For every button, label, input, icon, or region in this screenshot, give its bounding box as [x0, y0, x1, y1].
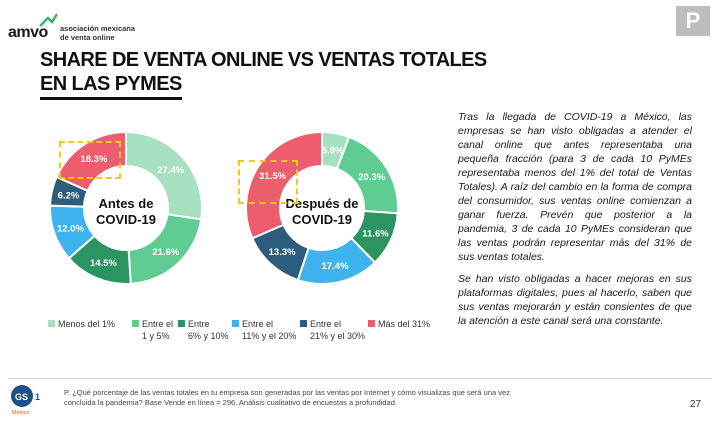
footer-divider — [8, 378, 712, 379]
legend-item-4: Entre el 21% y el 30% — [300, 318, 365, 342]
donut-after-svg: 5.8% 20.3% 11.6% 17.4% 13.3% 31.5% — [245, 130, 399, 285]
donut-before-label-0: 27.4% — [157, 165, 184, 176]
legend-label-0: Menos del 1% — [58, 319, 116, 329]
donut-before-center-line1: Antes de — [98, 196, 154, 211]
donut-before-center-line2: COVID-19 — [96, 212, 156, 227]
legend-item-5: Más del 31% — [368, 318, 430, 330]
legend-label-5: Más del 31% — [378, 319, 431, 329]
gs1-digit: 1 — [35, 392, 40, 402]
body-paragraph-2: Se han visto obligadas a hacer mejoras e… — [458, 273, 692, 327]
body-text: Tras la llegada de COVID-19 a México, la… — [458, 110, 692, 336]
logo-line-1: asociación mexicana — [60, 24, 136, 33]
legend-item-3: Entre el 11% y el 20% — [232, 318, 296, 342]
amvo-logo: amvo asociación mexicana de venta online — [8, 10, 158, 46]
logo-line-2: de venta online — [60, 33, 115, 42]
page-badge: P — [676, 6, 710, 36]
footnote-line-2: concluida la pandemia? Base Vende en lín… — [64, 398, 397, 407]
donut-after-center-label: Después de COVID-19 — [272, 196, 372, 228]
legend-label-4: Entre el — [310, 319, 342, 329]
title-line-2: EN LAS PYMES — [40, 72, 182, 100]
legend-item-1: Entre el 1 y 5% — [132, 318, 173, 342]
donut-after-label-2: 11.6% — [362, 228, 389, 239]
donut-before-slice-5 — [55, 130, 127, 193]
legend-label-2-line2: 6% y 10% — [188, 331, 229, 341]
legend-swatch-3 — [232, 320, 239, 327]
highlight-box-after — [238, 160, 298, 204]
donut-after-label-4: 13.3% — [269, 247, 296, 258]
gs1-circle-icon: GS 1 México — [11, 385, 40, 416]
legend-label-3: Entre el — [242, 319, 274, 329]
legend-label-1: Entre el — [142, 319, 174, 329]
donut-after-label-0: 5.8% — [322, 145, 344, 156]
donut-before-svg: 27.4% 21.6% 14.5% 12.0% 6.2% 18.3% — [49, 130, 203, 285]
donut-before-label-1: 21.6% — [152, 247, 179, 258]
legend-swatch-4 — [300, 320, 307, 327]
donut-chart-after: 5.8% 20.3% 11.6% 17.4% 13.3% 31.5% Después de… — [244, 130, 400, 286]
logo-mark-icon — [39, 13, 58, 27]
highlight-box-before — [59, 141, 121, 179]
donut-before-label-5: 18.3% — [80, 154, 107, 165]
footnote-line-1: P. ¿Qué porcentaje de las ventas totales… — [64, 388, 510, 397]
donut-after-slice-5 — [245, 130, 323, 240]
donut-before-label-3: 12.0% — [57, 223, 84, 234]
body-paragraph-1: Tras la llegada de COVID-19 a México, la… — [458, 111, 692, 263]
legend-swatch-5 — [368, 320, 375, 327]
donut-chart-before: 27.4% 21.6% 14.5% 12.0% 6.2% 18.3% Antes de C… — [48, 130, 204, 286]
legend-label-2: Entre — [188, 319, 210, 329]
legend-swatch-1 — [132, 320, 139, 327]
logo-word: amvo — [8, 24, 48, 41]
page-number: 27 — [690, 399, 702, 410]
footnote: P. ¿Qué porcentaje de las ventas totales… — [64, 388, 584, 408]
page-title: SHARE DE VENTA ONLINE VS VENTAS TOTALES … — [40, 48, 487, 100]
legend-item-2: Entre 6% y 10% — [178, 318, 229, 342]
donut-after-label-1: 20.3% — [358, 172, 385, 183]
gs1-sub: México — [12, 410, 29, 416]
title-line-1: SHARE DE VENTA ONLINE VS VENTAS TOTALES — [40, 49, 487, 71]
donut-after-center-line1: Después de — [285, 196, 359, 211]
gs1-logo: GS 1 México — [8, 382, 48, 416]
donut-before-center-label: Antes de COVID-19 — [76, 196, 176, 228]
donut-after-center-line2: COVID-19 — [292, 212, 352, 227]
legend-label-4-line2: 21% y el 30% — [310, 331, 366, 341]
donut-before-label-4: 6.2% — [58, 190, 80, 201]
legend-label-1-line2: 1 y 5% — [142, 331, 170, 341]
donut-after-label-3: 17.4% — [322, 261, 349, 272]
legend-label-3-line2: 11% y el 20% — [242, 331, 297, 341]
legend-item-0: Menos del 1% — [48, 318, 115, 330]
legend-swatch-0 — [48, 320, 55, 327]
chart-legend: Menos del 1% Entre el 1 y 5% Entre 6% y 10% E… — [48, 318, 448, 348]
gs1-text: GS — [15, 392, 28, 402]
donut-before-label-2: 14.5% — [90, 258, 117, 269]
donut-before-slice-0 — [125, 130, 203, 221]
donut-after-label-5: 31.5% — [259, 171, 286, 182]
legend-swatch-2 — [178, 320, 185, 327]
